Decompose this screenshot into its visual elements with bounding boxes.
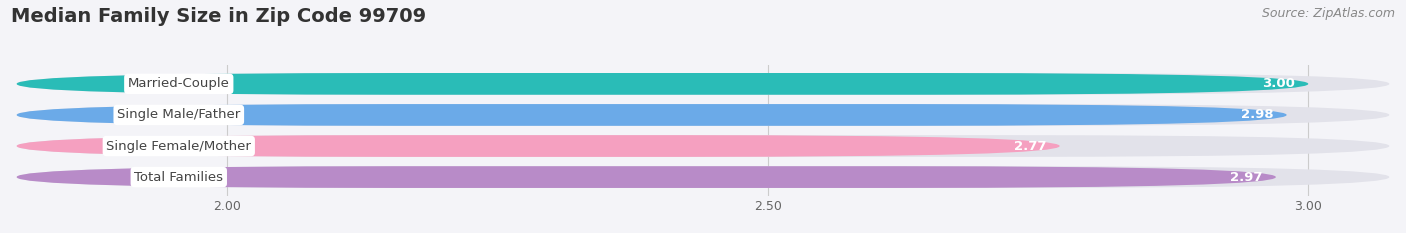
FancyBboxPatch shape xyxy=(17,135,1060,157)
Text: Source: ZipAtlas.com: Source: ZipAtlas.com xyxy=(1261,7,1395,20)
FancyBboxPatch shape xyxy=(17,73,1389,95)
FancyBboxPatch shape xyxy=(17,166,1389,188)
Text: Median Family Size in Zip Code 99709: Median Family Size in Zip Code 99709 xyxy=(11,7,426,26)
Text: 3.00: 3.00 xyxy=(1263,77,1295,90)
FancyBboxPatch shape xyxy=(17,73,1308,95)
Text: Single Male/Father: Single Male/Father xyxy=(117,108,240,121)
Text: Single Female/Mother: Single Female/Mother xyxy=(107,140,252,153)
FancyBboxPatch shape xyxy=(17,135,1389,157)
Text: 2.77: 2.77 xyxy=(1014,140,1046,153)
Text: Total Families: Total Families xyxy=(135,171,224,184)
Text: 2.98: 2.98 xyxy=(1241,108,1274,121)
Text: 2.97: 2.97 xyxy=(1230,171,1263,184)
FancyBboxPatch shape xyxy=(17,166,1275,188)
FancyBboxPatch shape xyxy=(17,104,1286,126)
FancyBboxPatch shape xyxy=(17,104,1389,126)
Text: Married-Couple: Married-Couple xyxy=(128,77,229,90)
